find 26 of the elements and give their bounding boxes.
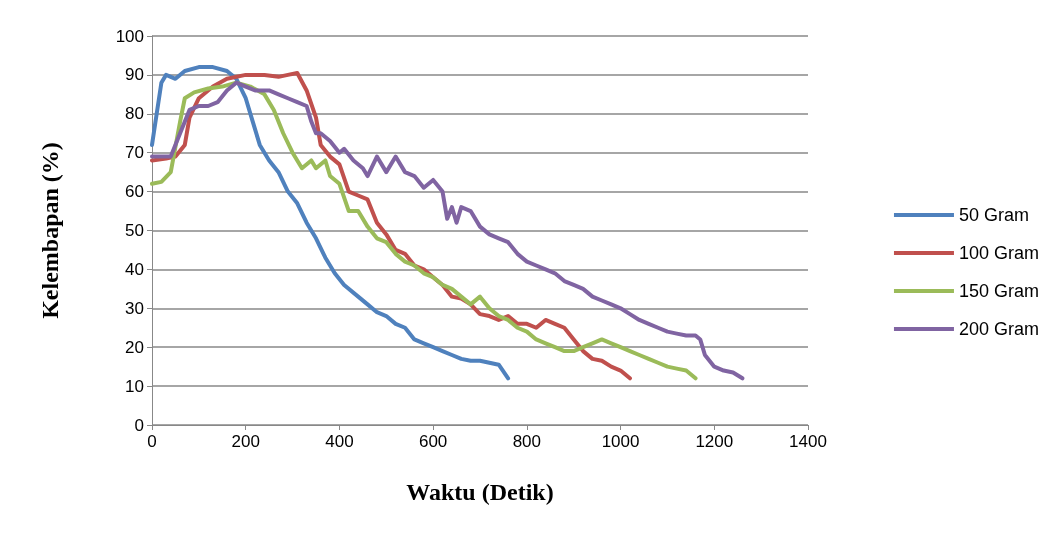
legend-label: 150 Gram xyxy=(958,281,1040,301)
y-tick-label: 40 xyxy=(125,259,144,279)
y-tick-label: 0 xyxy=(134,415,144,435)
x-tick-label: 0 xyxy=(147,432,157,451)
x-tick-label: 1400 xyxy=(789,432,827,451)
x-tick-label: 200 xyxy=(231,432,260,451)
x-axis-title: Waktu (Detik) xyxy=(406,479,554,505)
y-tick-label: 50 xyxy=(125,221,144,240)
y-tick-label: 10 xyxy=(125,376,144,396)
legend-label: 100 Gram xyxy=(958,243,1040,263)
y-tick-label: 30 xyxy=(125,298,144,318)
y-tick-label: 60 xyxy=(125,182,144,202)
line-series xyxy=(150,65,511,381)
x-tick-label: 400 xyxy=(325,432,354,451)
y-tick-label: 80 xyxy=(125,104,144,124)
legend-label: 50 Gram xyxy=(958,205,1029,225)
y-tick-label: 20 xyxy=(125,337,144,357)
x-tick-label: 600 xyxy=(418,432,448,451)
x-tick-label: 800 xyxy=(512,432,542,451)
y-tick-label: 70 xyxy=(125,143,144,163)
y-axis-title: Kelembapan (%) xyxy=(37,142,63,319)
y-tick-label: 100 xyxy=(115,26,144,46)
legend-label: 200 Gram xyxy=(958,319,1040,339)
y-tick-label: 90 xyxy=(125,65,144,85)
x-tick-label: 1200 xyxy=(695,432,734,451)
x-tick-label: 1000 xyxy=(601,432,640,451)
